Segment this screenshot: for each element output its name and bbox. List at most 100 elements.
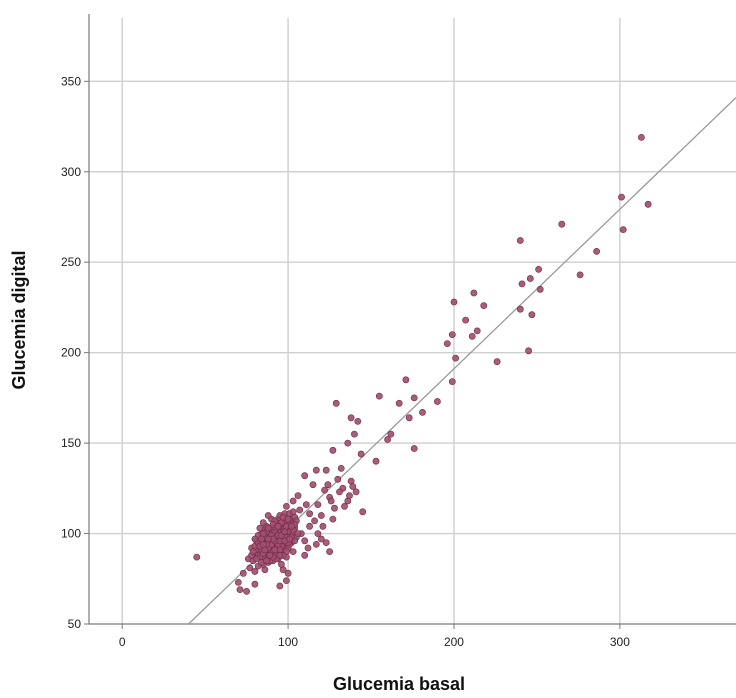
data-point-0-44 <box>312 466 320 474</box>
x-axis-title: Glucemia basal <box>333 674 465 694</box>
data-point-0-90 <box>306 510 313 518</box>
data-point-0-92 <box>294 492 302 499</box>
data-point-0-133 <box>277 560 285 568</box>
data-point-0-236 <box>287 522 295 530</box>
y-tick-label-2: 150 <box>61 436 81 450</box>
data-point-0-62 <box>341 502 348 510</box>
data-point-0-43 <box>329 446 337 454</box>
axes <box>84 14 736 629</box>
data-point-0-64 <box>322 466 330 474</box>
y-axis-title: Glucemia digital <box>9 250 29 389</box>
data-point-0-49 <box>337 464 345 472</box>
data-point-0-5 <box>593 247 600 255</box>
data-point-0-248 <box>271 546 279 554</box>
data-point-0-33 <box>384 436 391 443</box>
data-point-0-196 <box>249 548 257 555</box>
y-tick-label-3: 200 <box>61 346 81 360</box>
data-point-0-88 <box>301 537 309 545</box>
data-point-0-30 <box>375 392 383 400</box>
data-point-0-120 <box>289 548 297 555</box>
x-tick-label-3: 300 <box>610 635 630 649</box>
data-point-0-3 <box>619 226 627 233</box>
data-point-0-86 <box>319 522 327 530</box>
data-point-0-232 <box>264 524 272 532</box>
data-point-0-45 <box>301 472 309 480</box>
data-point-0-63 <box>314 501 322 508</box>
data-point-0-71 <box>239 569 247 577</box>
grid-lines <box>89 18 736 624</box>
y-tick-label-5: 300 <box>61 165 81 179</box>
data-point-0-25 <box>448 378 456 385</box>
data-point-0-89 <box>326 548 333 555</box>
data-point-0-84 <box>322 539 330 546</box>
data-point-0-57 <box>336 488 343 496</box>
x-tick-label-2: 200 <box>444 635 464 649</box>
data-point-0-46 <box>359 508 367 516</box>
y-tick-label-0: 50 <box>68 617 82 631</box>
data-point-0-144 <box>294 530 302 537</box>
data-point-0-13 <box>480 302 488 309</box>
data-point-0-73 <box>276 582 284 590</box>
data-point-0-1 <box>618 193 625 201</box>
data-point-0-52 <box>352 488 360 496</box>
data-point-0-135 <box>251 568 259 575</box>
data-point-0-34 <box>410 445 418 452</box>
data-point-0-79 <box>314 530 322 537</box>
data-point-0-72 <box>284 569 292 577</box>
data-point-0-94 <box>296 506 304 514</box>
data-point-0-59 <box>334 475 342 483</box>
y-tick-label-1: 100 <box>61 527 81 541</box>
data-point-0-53 <box>331 504 338 512</box>
data-point-0-243 <box>274 522 282 530</box>
data-point-0-11 <box>536 285 544 293</box>
data-point-0-87 <box>312 541 320 548</box>
data-point-0-250 <box>264 535 272 543</box>
data-point-0-2 <box>644 200 652 208</box>
data-point-0-251 <box>276 551 284 559</box>
data-point-0-38 <box>350 430 358 438</box>
data-point-0-36 <box>354 417 362 425</box>
data-point-0-60 <box>346 492 353 499</box>
data-point-0-83 <box>311 517 318 525</box>
data-point-0-247 <box>259 541 267 548</box>
data-point-0-37 <box>347 414 355 422</box>
data-point-0-68 <box>243 588 250 595</box>
data-point-0-4 <box>558 220 566 228</box>
data-point-0-41 <box>332 399 340 407</box>
data-point-0-31 <box>433 398 441 405</box>
data-point-0-23 <box>528 311 536 319</box>
data-point-0-40 <box>357 450 365 458</box>
data-point-0-6 <box>516 237 524 244</box>
x-tick-label-0: 0 <box>119 635 126 649</box>
data-point-0-15 <box>462 316 469 324</box>
data-point-0-24 <box>516 305 524 313</box>
data-point-0-166 <box>256 524 264 532</box>
data-point-0-27 <box>410 394 418 402</box>
data-point-0-245 <box>251 535 259 543</box>
y-tick-label-4: 250 <box>61 255 81 269</box>
data-point-0-239 <box>266 551 274 559</box>
data-point-0-66 <box>329 515 337 523</box>
data-point-0-121 <box>264 512 272 519</box>
data-point-0-9 <box>518 280 526 288</box>
data-point-0-21 <box>493 358 501 366</box>
data-point-0-75 <box>246 564 254 572</box>
data-point-0-55 <box>309 481 317 489</box>
data-point-0-35 <box>387 430 395 438</box>
x-tick-label-1: 100 <box>278 635 298 649</box>
data-point-0-12 <box>450 298 458 306</box>
data-point-0-107 <box>282 502 290 510</box>
data-point-0-29 <box>419 408 426 416</box>
data-point-0-183 <box>259 519 267 527</box>
data-point-0-54 <box>321 486 328 494</box>
data-point-0-18 <box>448 331 456 338</box>
data-point-0-0 <box>638 133 645 141</box>
data-point-0-93 <box>289 497 297 505</box>
data-point-0-19 <box>443 340 451 347</box>
data-point-0-69 <box>236 586 244 593</box>
data-point-0-70 <box>251 580 259 588</box>
data-point-0-77 <box>234 579 242 586</box>
data-point-0-242 <box>263 557 270 565</box>
data-point-0-16 <box>473 327 481 335</box>
